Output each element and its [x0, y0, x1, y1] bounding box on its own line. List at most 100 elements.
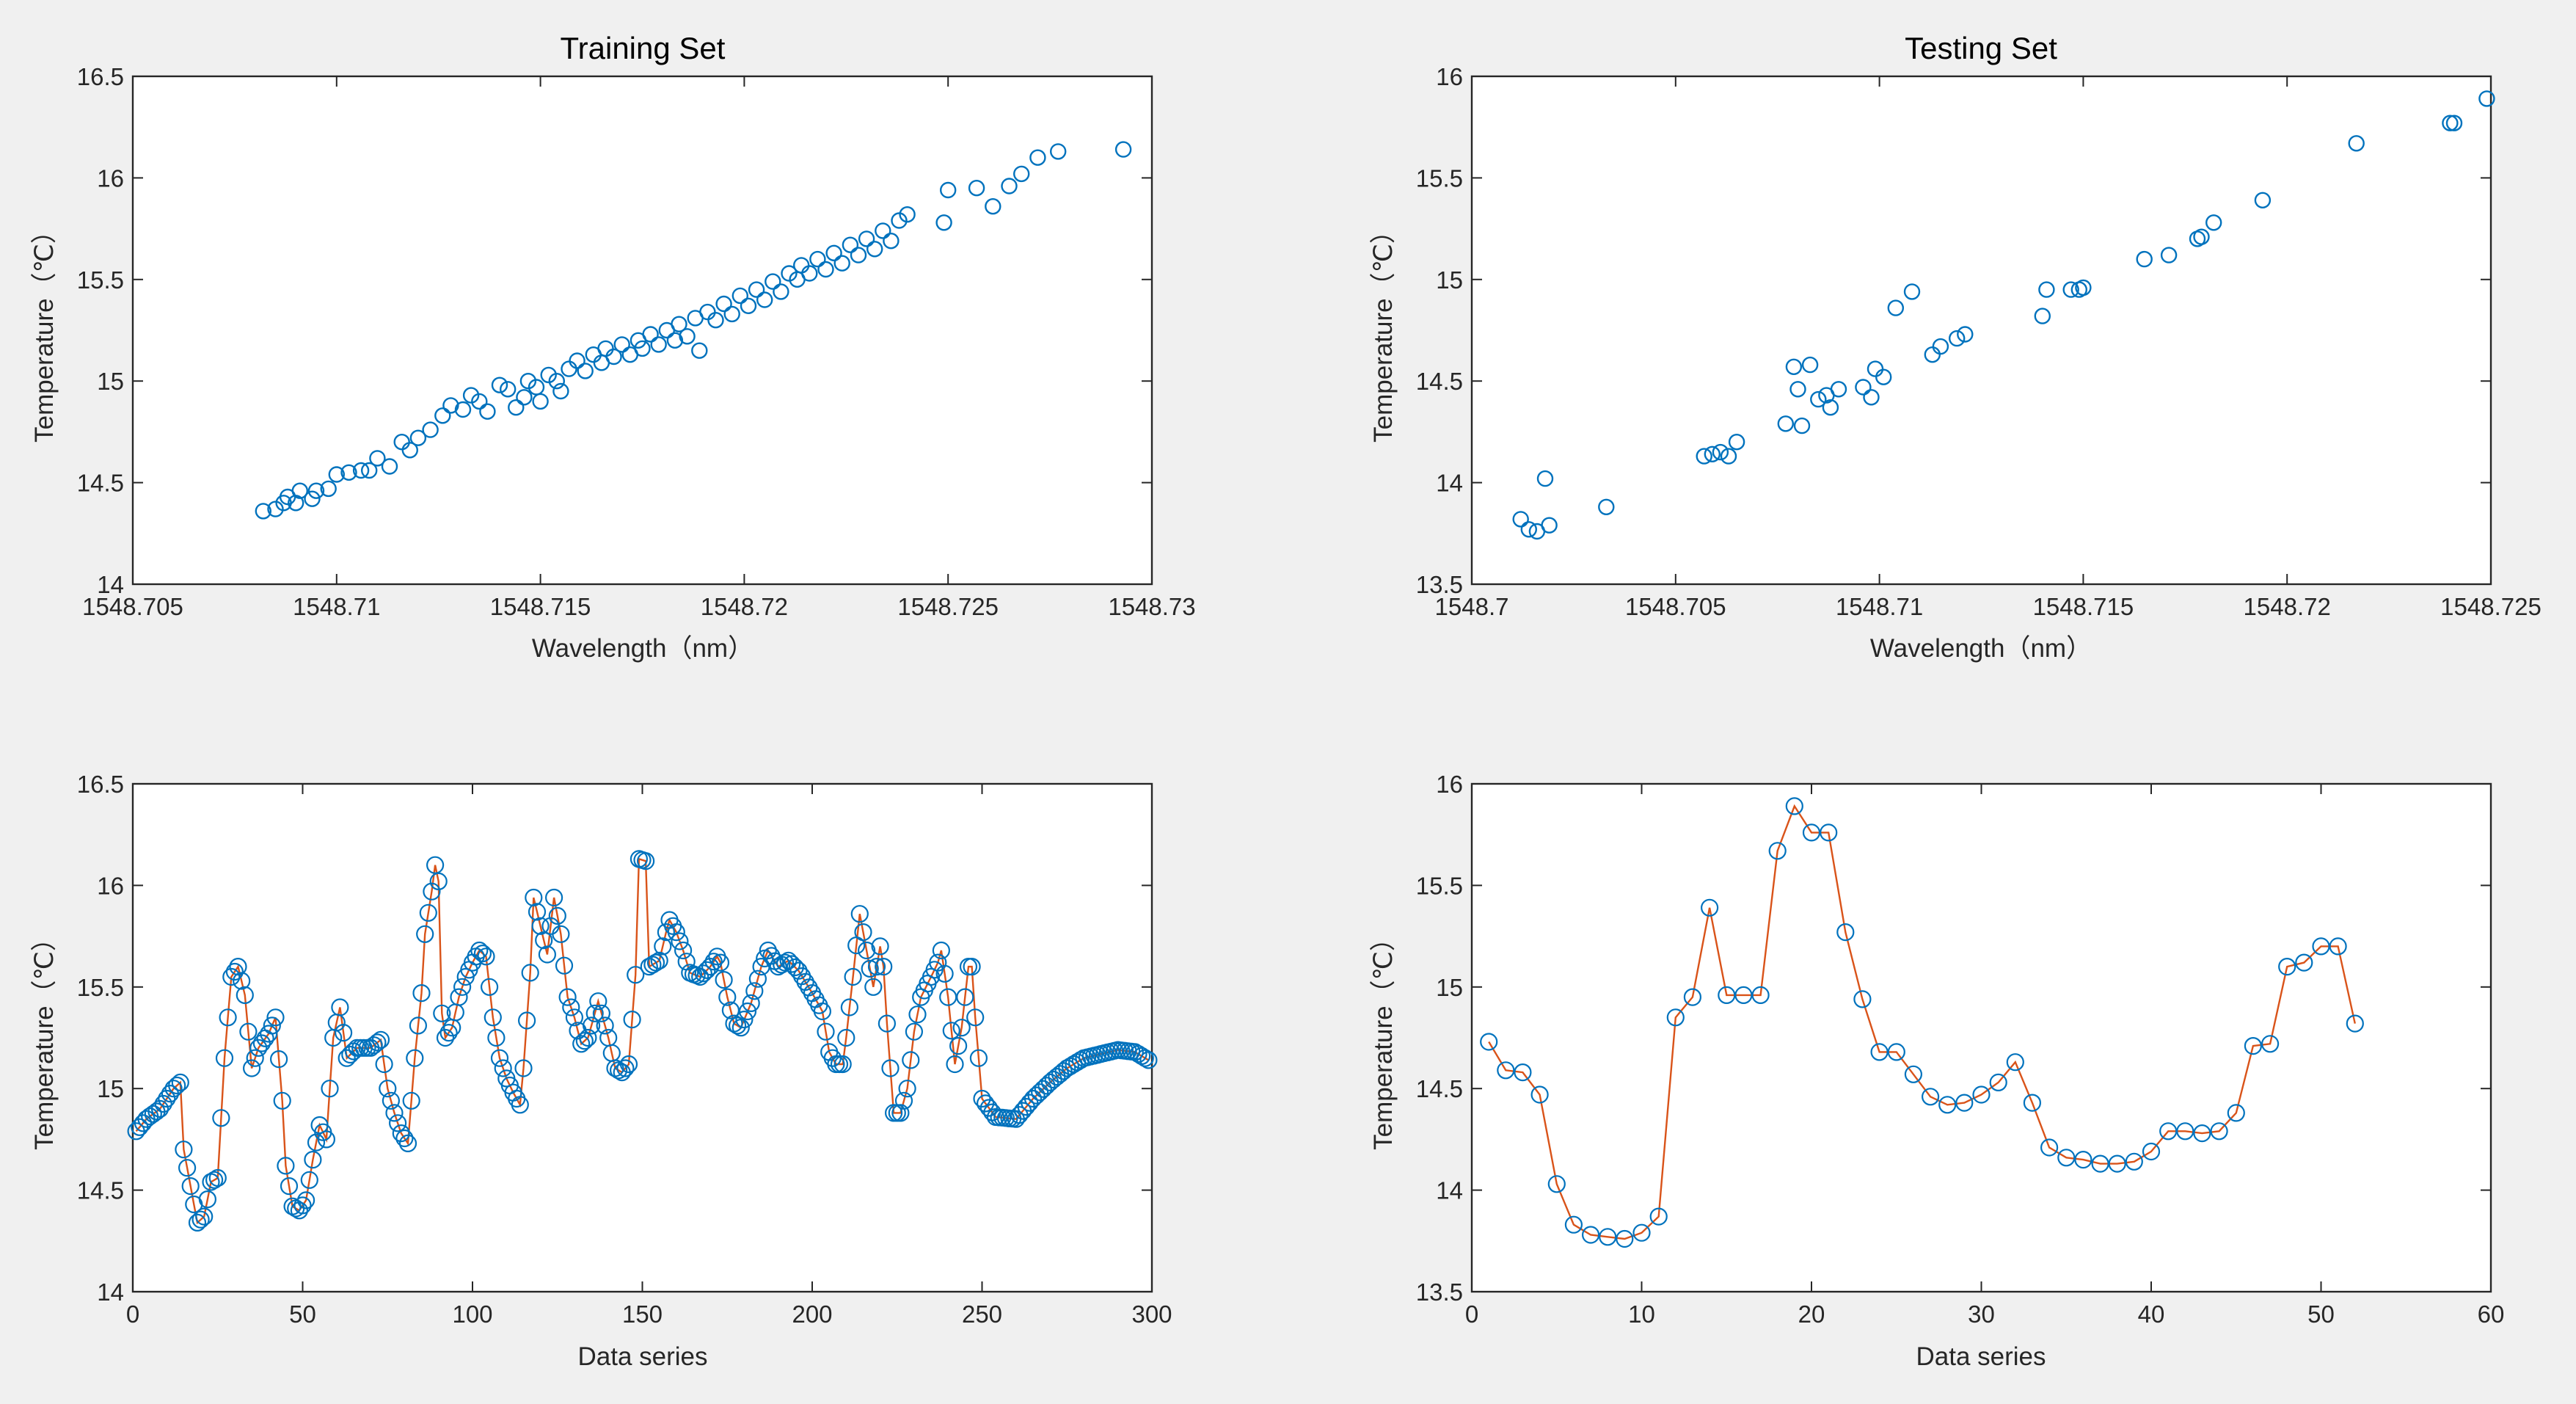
chart-title: Testing Set	[1905, 31, 2057, 65]
data-point	[225, 962, 244, 981]
data-point	[552, 925, 570, 943]
data-point	[288, 495, 304, 512]
data-point	[891, 1104, 910, 1122]
data-point	[473, 944, 492, 963]
data-point	[939, 988, 957, 1006]
data-point	[1822, 399, 1839, 416]
data-point	[844, 967, 862, 986]
data-marks	[1512, 90, 2495, 540]
data-point	[691, 967, 709, 986]
data-point	[1599, 1228, 1617, 1246]
data-point	[335, 1023, 353, 1042]
data-point	[985, 198, 1001, 215]
data-point	[742, 994, 760, 1013]
data-point	[2346, 1014, 2364, 1033]
x-tick-label: 50	[2307, 1301, 2335, 1328]
data-point	[494, 1059, 512, 1077]
data-point	[1034, 1080, 1052, 1098]
y-tick-label: 14.5	[1416, 1075, 1463, 1102]
data-point	[548, 373, 565, 390]
data-point	[1768, 842, 1787, 860]
data-point	[619, 1055, 638, 1074]
data-point	[596, 1016, 614, 1035]
data-point	[1530, 1085, 1549, 1104]
data-point	[150, 1099, 169, 1119]
x-tick-label: 20	[1798, 1301, 1825, 1328]
data-point	[188, 1213, 207, 1232]
x-tick-label: 1548.72	[701, 593, 788, 620]
data-point	[781, 265, 798, 282]
data-point	[487, 1028, 506, 1047]
data-point	[388, 1114, 407, 1132]
data-point	[939, 181, 957, 199]
data-point	[1720, 448, 1737, 465]
data-point	[817, 1022, 835, 1041]
data-point	[613, 336, 630, 353]
data-point	[569, 352, 585, 369]
data-point	[2254, 192, 2272, 208]
data-point	[1810, 390, 1827, 408]
data-point	[544, 888, 563, 907]
data-point	[1734, 986, 1753, 1005]
data-point	[837, 1028, 855, 1047]
data-point	[229, 957, 247, 976]
data-point	[973, 1089, 991, 1108]
data-point	[894, 1091, 913, 1110]
data-point	[718, 988, 737, 1006]
data-point	[2034, 308, 2051, 324]
data-point	[875, 957, 893, 976]
data-point	[1853, 990, 1872, 1008]
data-point	[401, 442, 418, 459]
data-point	[963, 957, 981, 976]
data-point	[1649, 1207, 1668, 1226]
data-point	[412, 983, 431, 1003]
data-point	[321, 1080, 339, 1098]
data-point	[636, 852, 655, 870]
data-point	[291, 482, 308, 499]
data-point	[2176, 1122, 2194, 1141]
data-point	[935, 214, 952, 231]
data-point	[650, 951, 668, 970]
data-point	[1520, 521, 1538, 538]
data-point	[1855, 379, 1872, 396]
data-point	[1616, 1229, 1634, 1248]
data-point	[1704, 445, 1721, 462]
data-point	[817, 261, 834, 278]
data-point	[932, 941, 951, 960]
data-point	[317, 1130, 335, 1149]
data-point	[535, 931, 553, 950]
data-point	[307, 1133, 326, 1152]
data-point	[1001, 178, 1018, 194]
data-point	[825, 244, 842, 261]
x-axis-label: Wavelength（nm）	[532, 634, 754, 663]
data-point	[1863, 389, 1880, 406]
data-point	[864, 978, 883, 996]
data-point	[1541, 517, 1558, 534]
data-point	[565, 1008, 584, 1027]
data-point	[409, 1016, 428, 1035]
data-point	[881, 1059, 900, 1077]
data-point	[1777, 415, 1795, 432]
x-tick-label: 1548.73	[1108, 593, 1195, 620]
data-point	[181, 1176, 200, 1196]
data-point	[674, 941, 693, 960]
data-point	[398, 1134, 417, 1153]
data-point	[1480, 1033, 1498, 1051]
data-point	[728, 1016, 747, 1035]
data-point	[572, 1035, 591, 1053]
data-point	[773, 283, 789, 300]
x-tick-label: 100	[452, 1301, 492, 1328]
x-tick-label: 1548.705	[1625, 593, 1726, 620]
data-point	[877, 1014, 897, 1033]
data-point	[899, 206, 916, 223]
data-point	[2075, 279, 2092, 297]
data-point	[423, 882, 441, 901]
y-tick-label: 14	[1436, 470, 1463, 497]
data-point	[1955, 1094, 1974, 1112]
data-point	[416, 925, 434, 943]
data-point	[723, 305, 740, 323]
series-line	[135, 857, 1149, 1225]
data-point	[171, 1073, 189, 1092]
y-tick-label: 13.5	[1416, 1278, 1463, 1306]
data-point	[273, 1091, 291, 1110]
